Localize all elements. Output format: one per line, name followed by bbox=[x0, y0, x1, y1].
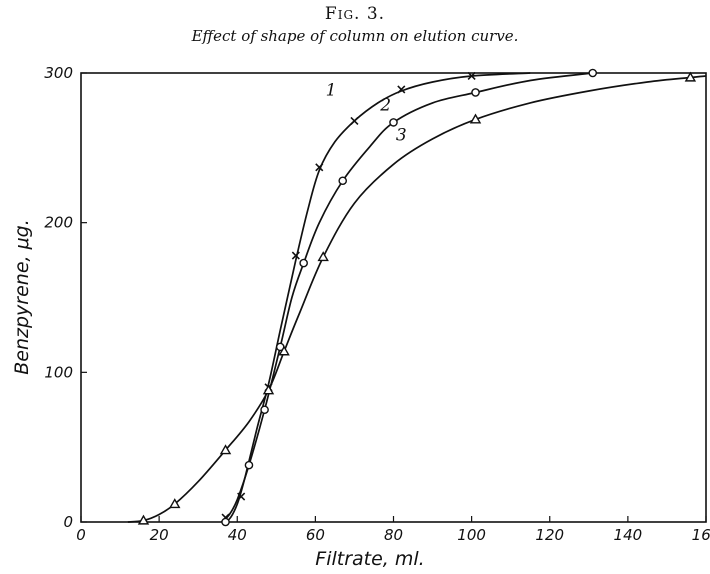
figure-label: Fig. 3. bbox=[324, 4, 386, 24]
series-3-point bbox=[278, 345, 290, 356]
x-tick-label: 160 bbox=[692, 526, 710, 544]
series-2-point bbox=[338, 176, 348, 186]
series-3-point bbox=[262, 384, 275, 395]
series-3-line bbox=[127, 75, 707, 523]
series-1-point bbox=[397, 85, 406, 94]
series-1-label: 1 bbox=[326, 80, 337, 100]
x-tick-label: 0 bbox=[76, 526, 86, 544]
series-2-point bbox=[389, 118, 398, 127]
x-tick-label: 40 bbox=[228, 526, 247, 544]
series-3-point bbox=[317, 251, 329, 262]
series-2-point bbox=[260, 405, 269, 415]
y-axis-label: Benzpyrene, μg. bbox=[11, 219, 33, 375]
figure-caption: Effect of shape of column on elution cur… bbox=[191, 27, 519, 45]
series-1-point bbox=[350, 116, 359, 125]
y-tick-label: 300 bbox=[44, 64, 73, 82]
series-1-point bbox=[237, 492, 246, 501]
series-3-point bbox=[469, 113, 482, 124]
series-3-point bbox=[137, 514, 150, 525]
series-2-point bbox=[244, 460, 254, 470]
x-tick-label: 60 bbox=[306, 526, 325, 544]
series-2-line bbox=[221, 72, 593, 523]
y-tick-label: 100 bbox=[44, 363, 73, 381]
series-2-label: 2 bbox=[379, 95, 391, 115]
series-3-label: 3 bbox=[396, 125, 407, 145]
x-tick-label: 120 bbox=[535, 526, 564, 544]
x-tick-label: 80 bbox=[384, 526, 403, 544]
y-tick-label: 0 bbox=[63, 513, 73, 531]
y-tick-label: 200 bbox=[44, 214, 73, 232]
series-1-point bbox=[291, 251, 300, 260]
series-2-point bbox=[221, 517, 230, 527]
series-2-point bbox=[588, 68, 598, 78]
x-axis-label: Filtrate, ml. bbox=[315, 548, 424, 570]
series-2-point bbox=[471, 88, 480, 97]
x-tick-label: 20 bbox=[150, 526, 169, 544]
series-2-point bbox=[299, 258, 308, 268]
x-tick-label: 100 bbox=[457, 526, 486, 544]
series-3-point bbox=[684, 71, 697, 82]
x-tick-label: 140 bbox=[614, 526, 643, 544]
series-3-point bbox=[169, 498, 181, 509]
series-1-point bbox=[467, 71, 476, 81]
series-3-point bbox=[219, 444, 232, 455]
series-1-point bbox=[315, 163, 324, 172]
plot-frame bbox=[80, 72, 707, 523]
